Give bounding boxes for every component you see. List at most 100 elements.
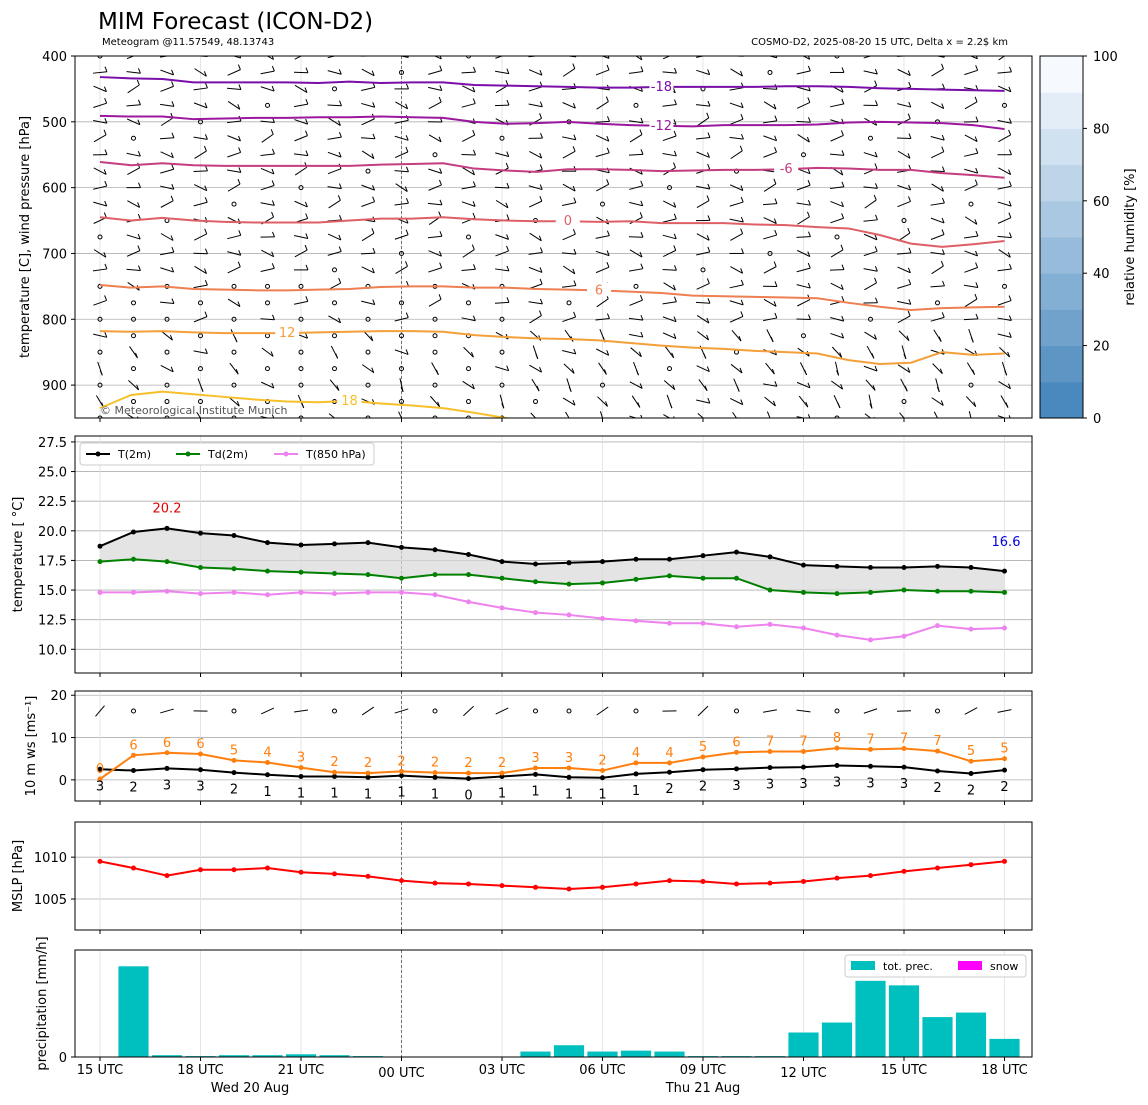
wind-barb-flag: [837, 402, 841, 409]
wind-barb: [595, 266, 610, 274]
wind-barb: [763, 217, 777, 224]
wind-barb: [997, 185, 1012, 190]
series-point: [466, 552, 471, 557]
mean-wind-label: 3: [866, 776, 874, 791]
wind-barb-flag: [606, 179, 610, 185]
date-label: Thu 21 Aug: [665, 1081, 741, 1096]
wind-barb: [762, 88, 778, 90]
mslp-point: [1002, 858, 1007, 864]
wind-barb: [360, 137, 376, 140]
series-line: [99, 527, 1005, 573]
wind-barb: [964, 134, 978, 143]
wind-barb: [930, 217, 945, 224]
surface-wind-barb: [463, 705, 474, 717]
wind-barb: [796, 249, 811, 257]
wind-barb-flag: [237, 301, 241, 307]
wind-series-point: [935, 768, 940, 774]
series-point: [834, 632, 840, 638]
wind-barb-flag: [371, 267, 375, 274]
wind-barb-flag: [171, 184, 175, 190]
calm-marker: [968, 382, 974, 388]
series-point: [767, 554, 773, 560]
wind-barb: [293, 153, 309, 157]
gust-label: 2: [431, 756, 439, 771]
wind-barb-flag: [904, 386, 908, 392]
gust-label: 5: [699, 740, 707, 755]
wind-barb-flag: [374, 56, 375, 57]
wind-barb: [127, 84, 140, 94]
calm-marker: [432, 415, 438, 418]
mean-wind-label: 1: [330, 786, 338, 801]
series-point: [332, 591, 337, 597]
wind-barb-flag: [501, 403, 505, 409]
wind-barb: [997, 71, 1012, 74]
wind-barb-flag: [639, 129, 643, 135]
wind-barb-flag: [774, 115, 778, 121]
wind-barb-flag: [138, 182, 141, 188]
wind-barb-flag: [171, 81, 174, 87]
wind-barb-flag: [506, 365, 510, 371]
wind-barb-flag: [707, 183, 711, 190]
wind-barb-flag: [874, 68, 878, 75]
wind-barb-flag: [673, 316, 677, 322]
wind-barb-flag: [170, 195, 174, 201]
wind-barb-flag: [740, 279, 744, 286]
isotherm-label-bg: [649, 78, 674, 93]
mslp-point: [198, 867, 203, 873]
wind-barb-flag: [939, 368, 943, 374]
wind-barb: [161, 330, 173, 341]
wind-barb: [697, 412, 704, 418]
wind-barb-flag: [305, 150, 309, 156]
series-point: [734, 549, 739, 555]
series-point: [365, 589, 371, 595]
mean-wind-label: 1: [263, 785, 271, 800]
wind-barb: [629, 268, 643, 272]
wind-barb: [662, 56, 671, 60]
series-point: [801, 562, 806, 568]
wind-barb: [997, 317, 1012, 321]
series-line: [99, 558, 1005, 595]
wind-barb: [663, 282, 676, 291]
figure-title: MIM Forecast (ICON-D2): [98, 9, 373, 35]
series-point: [901, 587, 907, 593]
time-tick-label: 15 UTC: [881, 1063, 927, 1078]
wind-barb-flag: [841, 332, 845, 339]
wind-barb-flag: [707, 298, 711, 304]
wind-series-point: [231, 757, 237, 763]
wind-barb: [696, 200, 710, 209]
colorbar-segment: [1040, 237, 1083, 274]
mean-wind-label: 1: [498, 786, 506, 801]
wind-barb-flag: [874, 214, 878, 220]
wind-barb: [730, 363, 743, 374]
wind-barb-flag: [172, 50, 174, 55]
calm-marker: [499, 415, 505, 418]
wind-barb-flag: [204, 82, 208, 89]
calm-marker: [231, 415, 237, 418]
wind-barb: [662, 218, 677, 223]
wind-barb-flag: [138, 99, 141, 105]
wind-barb: [193, 284, 208, 289]
wind-barb-flag: [740, 114, 744, 120]
isotherm-line: [99, 390, 515, 418]
copyright-text: © Meteorological Institute Munich: [100, 404, 287, 417]
wind-barb: [327, 168, 342, 175]
wind-barb: [763, 298, 777, 307]
mean-wind-label: 1: [397, 786, 405, 801]
calm-marker: [164, 382, 170, 388]
series-point: [365, 540, 371, 546]
wind-barb-flag: [135, 352, 138, 359]
calm-marker: [97, 56, 103, 59]
wind-barb: [997, 268, 1012, 272]
calm-marker: [432, 708, 438, 714]
wind-barb-flag: [237, 104, 241, 110]
wind-barb-flag: [971, 420, 973, 425]
mslp-point: [97, 858, 103, 864]
wind-barb-flag: [205, 165, 208, 172]
wind-barb-flag: [339, 49, 341, 54]
isotherm-label: 0: [564, 214, 572, 229]
wind-barb-flag: [204, 279, 208, 286]
calm-marker: [868, 316, 873, 322]
series-point: [968, 588, 974, 594]
wind-barb-flag: [573, 248, 577, 255]
wind-barb: [997, 217, 1012, 224]
